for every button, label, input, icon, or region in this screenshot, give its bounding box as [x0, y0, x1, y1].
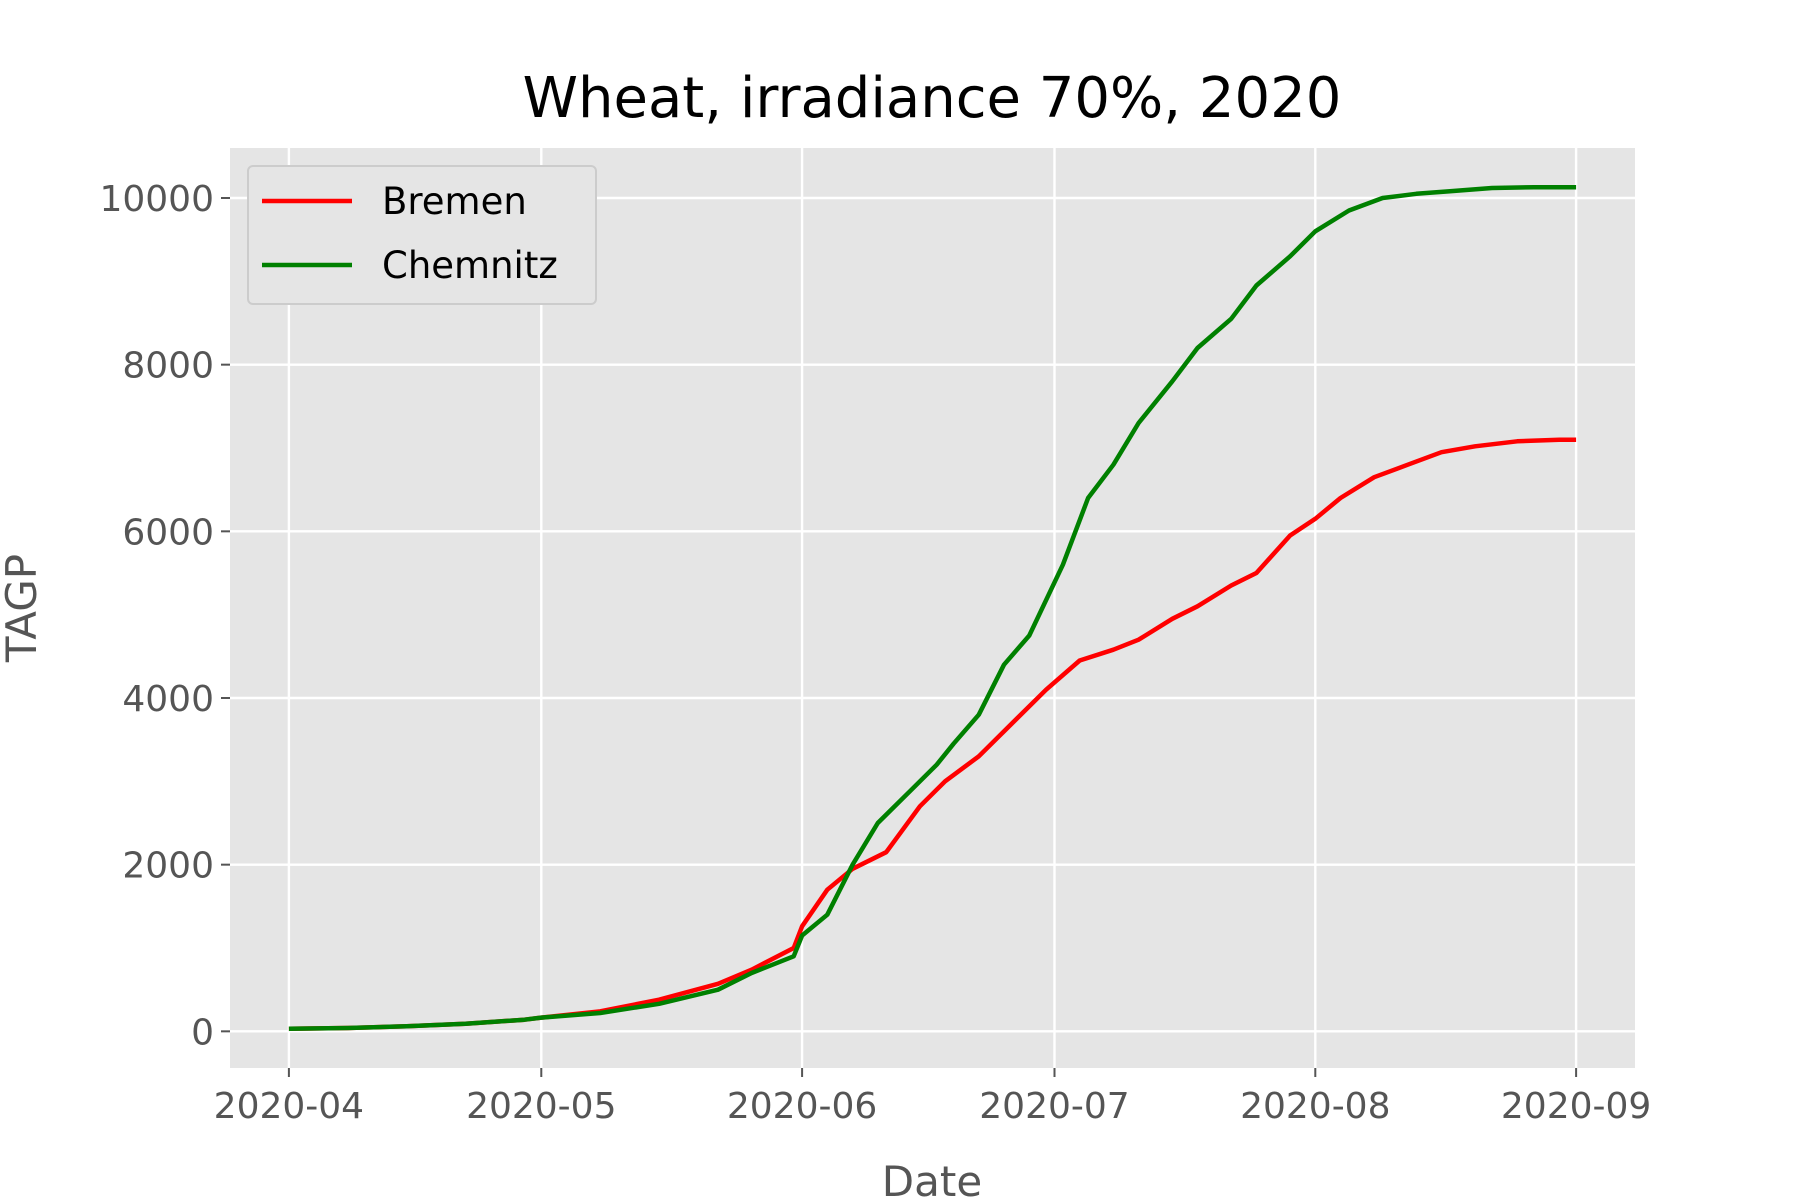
x-tick-label: 2020-05	[466, 1086, 616, 1127]
legend-label-chemnitz: Chemnitz	[382, 244, 558, 287]
x-tick-label: 2020-06	[727, 1086, 877, 1127]
series-lines	[288, 184, 1577, 1032]
x-axis-label: Date	[882, 1157, 982, 1200]
legend-label-bremen: Bremen	[382, 180, 527, 223]
legend: Bremen Chemnitz	[247, 165, 597, 305]
chart-title: Wheat, irradiance 70%, 2020	[523, 66, 1342, 131]
series-line-chemnitz	[288, 184, 1577, 1032]
y-tick-label: 10000	[99, 179, 214, 220]
y-tick-label: 4000	[122, 679, 214, 720]
y-tick-label: 2000	[122, 846, 214, 887]
x-tick-label: 2020-09	[1501, 1086, 1651, 1127]
x-tick-label: 2020-08	[1240, 1086, 1390, 1127]
x-tick-label: 2020-07	[979, 1086, 1129, 1127]
grid-lines	[230, 148, 1635, 1068]
y-tick-label: 6000	[122, 512, 214, 553]
y-axis-label: TAGP	[0, 554, 46, 663]
x-tick-label: 2020-04	[214, 1086, 364, 1127]
y-tick-label: 8000	[122, 346, 214, 387]
x-axis-ticks: 2020-04 2020-05 2020-06 2020-07 2020-08 2020-…	[214, 1068, 1651, 1127]
y-tick-label: 0	[191, 1012, 214, 1053]
y-axis-ticks: 0 2000 4000 6000 8000 10000	[99, 179, 230, 1053]
